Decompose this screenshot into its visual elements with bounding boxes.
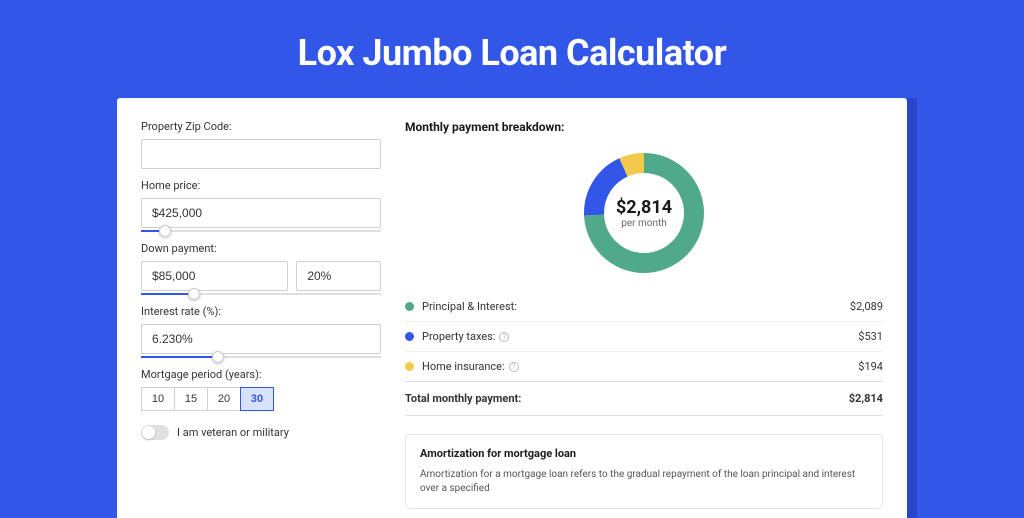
down-payment-label: Down payment: bbox=[141, 242, 381, 255]
zip-label: Property Zip Code: bbox=[141, 120, 381, 133]
breakdown-panel: Monthly payment breakdown: $2,814 per mo… bbox=[405, 120, 883, 518]
legend-label: Principal & Interest: bbox=[422, 300, 850, 313]
period-btn-30[interactable]: 30 bbox=[240, 387, 274, 411]
zip-field: Property Zip Code: bbox=[141, 120, 381, 169]
breakdown-title: Monthly payment breakdown: bbox=[405, 120, 883, 134]
zip-input[interactable] bbox=[141, 139, 381, 169]
legend-value: $2,089 bbox=[850, 300, 883, 313]
period-field: Mortgage period (years): 10152030 bbox=[141, 368, 381, 411]
legend-row: Principal & Interest:$2,089 bbox=[405, 292, 883, 322]
interest-rate-field: Interest rate (%): bbox=[141, 305, 381, 358]
info-icon[interactable]: ? bbox=[499, 332, 509, 342]
donut-chart-wrap: $2,814 per month bbox=[405, 144, 883, 292]
info-icon[interactable]: ? bbox=[509, 362, 519, 372]
donut-sub: per month bbox=[621, 218, 667, 229]
period-btn-15[interactable]: 15 bbox=[174, 387, 208, 411]
legend-label: Property taxes:? bbox=[422, 330, 858, 343]
down-payment-field: Down payment: bbox=[141, 242, 381, 295]
down-payment-amount-input[interactable] bbox=[141, 261, 288, 291]
veteran-toggle[interactable] bbox=[141, 425, 169, 440]
total-value: $2,814 bbox=[849, 392, 883, 405]
legend-row: Property taxes:?$531 bbox=[405, 322, 883, 352]
legend-label: Home insurance:? bbox=[422, 360, 858, 373]
donut-amount: $2,814 bbox=[616, 197, 672, 218]
period-button-group: 10152030 bbox=[141, 387, 381, 411]
interest-rate-slider[interactable] bbox=[141, 356, 381, 358]
home-price-input[interactable] bbox=[141, 198, 381, 228]
veteran-label: I am veteran or military bbox=[177, 426, 289, 439]
amortization-panel: Amortization for mortgage loan Amortizat… bbox=[405, 434, 883, 509]
page-title: Lox Jumbo Loan Calculator bbox=[0, 0, 1024, 98]
period-label: Mortgage period (years): bbox=[141, 368, 381, 381]
legend-dot bbox=[405, 332, 414, 341]
legend-dot bbox=[405, 362, 414, 371]
donut-chart: $2,814 per month bbox=[579, 148, 709, 278]
home-price-field: Home price: bbox=[141, 179, 381, 232]
down-payment-percent-input[interactable] bbox=[296, 261, 381, 291]
interest-rate-input[interactable] bbox=[141, 324, 381, 354]
interest-rate-label: Interest rate (%): bbox=[141, 305, 381, 318]
down-payment-slider[interactable] bbox=[141, 293, 381, 295]
legend-value: $531 bbox=[858, 330, 883, 343]
form-panel: Property Zip Code: Home price: Down paym… bbox=[141, 120, 381, 518]
veteran-row: I am veteran or military bbox=[141, 425, 381, 440]
calculator-card: Property Zip Code: Home price: Down paym… bbox=[117, 98, 907, 518]
legend-row: Home insurance:?$194 bbox=[405, 352, 883, 381]
total-label: Total monthly payment: bbox=[405, 392, 849, 405]
home-price-slider[interactable] bbox=[141, 230, 381, 232]
legend-value: $194 bbox=[858, 360, 883, 373]
amortization-title: Amortization for mortgage loan bbox=[420, 447, 868, 460]
total-row: Total monthly payment: $2,814 bbox=[405, 381, 883, 416]
period-btn-10[interactable]: 10 bbox=[141, 387, 175, 411]
legend-dot bbox=[405, 302, 414, 311]
period-btn-20[interactable]: 20 bbox=[207, 387, 241, 411]
amortization-text: Amortization for a mortgage loan refers … bbox=[420, 468, 868, 496]
home-price-label: Home price: bbox=[141, 179, 381, 192]
